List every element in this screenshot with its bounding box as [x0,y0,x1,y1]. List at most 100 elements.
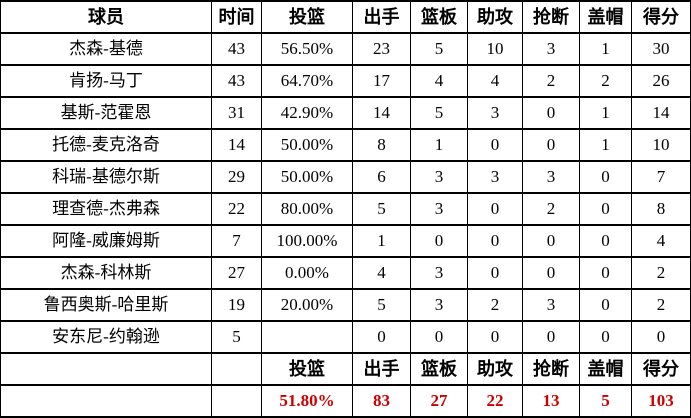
fg-pct-cell: 56.50% [261,32,353,66]
rebounds-cell: 5 [410,32,468,66]
player-name-cell: 科瑞-基德尔斯 [0,160,212,194]
minutes-cell: 5 [211,320,262,354]
blocks-cell: 0 [579,320,632,354]
fga-cell: 4 [352,256,411,290]
minutes-cell: 43 [211,32,262,66]
fg-pct-cell: 50.00% [261,160,353,194]
player-name-cell: 安东尼-约翰逊 [0,320,212,354]
steals-cell: 2 [522,192,580,226]
points-cell: 7 [631,160,691,194]
minutes-cell: 14 [211,128,262,162]
header-steals: 抢断 [522,0,580,34]
assists-cell: 2 [467,288,523,322]
rebounds-cell: 4 [410,64,468,98]
header-fga: 出手 [352,0,411,34]
totals-header-rebounds: 篮板 [410,352,468,386]
table-row: 阿隆-威廉姆斯 7 100.00% 1 0 0 0 0 4 [0,224,691,258]
fga-cell: 14 [352,96,411,130]
rebounds-cell: 0 [410,224,468,258]
table-row: 安东尼-约翰逊 5 0 0 0 0 0 0 [0,320,691,354]
assists-cell: 4 [467,64,523,98]
empty-cell [211,384,262,418]
totals-header-blocks: 盖帽 [579,352,632,386]
minutes-cell: 31 [211,96,262,130]
header-row: 球员 时间 投篮 出手 篮板 助攻 抢断 盖帽 得分 [0,0,691,34]
totals-header-row: 投篮 出手 篮板 助攻 抢断 盖帽 得分 [0,352,691,386]
minutes-cell: 27 [211,256,262,290]
assists-cell: 3 [467,160,523,194]
header-minutes: 时间 [211,0,262,34]
points-cell: 14 [631,96,691,130]
blocks-cell: 0 [579,192,632,226]
assists-cell: 0 [467,128,523,162]
minutes-cell: 29 [211,160,262,194]
rebounds-cell: 3 [410,192,468,226]
rebounds-cell: 1 [410,128,468,162]
header-fg-pct: 投篮 [261,0,353,34]
fg-pct-cell: 100.00% [261,224,353,258]
assists-cell: 10 [467,32,523,66]
points-cell: 2 [631,288,691,322]
player-name-cell: 托德-麦克洛奇 [0,128,212,162]
fga-cell: 8 [352,128,411,162]
player-name-cell: 杰森-科林斯 [0,256,212,290]
steals-cell: 3 [522,288,580,322]
assists-cell: 3 [467,96,523,130]
total-blocks: 5 [579,384,632,418]
table-row: 理查德-杰弗森 22 80.00% 5 3 0 2 0 8 [0,192,691,226]
minutes-cell: 22 [211,192,262,226]
fg-pct-cell: 0.00% [261,256,353,290]
points-cell: 4 [631,224,691,258]
points-cell: 0 [631,320,691,354]
player-name-cell: 基斯-范霍恩 [0,96,212,130]
fg-pct-cell: 64.70% [261,64,353,98]
points-cell: 30 [631,32,691,66]
total-rebounds: 27 [410,384,468,418]
assists-cell: 0 [467,224,523,258]
fga-cell: 23 [352,32,411,66]
fg-pct-cell [261,320,353,354]
empty-cell [0,352,212,386]
player-name-cell: 鲁西奥斯-哈里斯 [0,288,212,322]
table-row: 杰森-基德 43 56.50% 23 5 10 3 1 30 [0,32,691,66]
header-blocks: 盖帽 [579,0,632,34]
assists-cell: 0 [467,320,523,354]
blocks-cell: 1 [579,32,632,66]
assists-cell: 0 [467,256,523,290]
steals-cell: 3 [522,32,580,66]
total-assists: 22 [467,384,523,418]
totals-header-assists: 助攻 [467,352,523,386]
player-name-cell: 理查德-杰弗森 [0,192,212,226]
steals-cell: 3 [522,160,580,194]
steals-cell: 0 [522,256,580,290]
totals-header-steals: 抢断 [522,352,580,386]
fga-cell: 5 [352,192,411,226]
blocks-cell: 2 [579,64,632,98]
table-row: 科瑞-基德尔斯 29 50.00% 6 3 3 3 0 7 [0,160,691,194]
total-fg-pct: 51.80% [261,384,353,418]
steals-cell: 0 [522,224,580,258]
rebounds-cell: 0 [410,320,468,354]
minutes-cell: 19 [211,288,262,322]
fga-cell: 17 [352,64,411,98]
points-cell: 10 [631,128,691,162]
empty-cell [211,352,262,386]
fg-pct-cell: 42.90% [261,96,353,130]
totals-header-fg-pct: 投篮 [261,352,353,386]
table-row: 基斯-范霍恩 31 42.90% 14 5 3 0 1 14 [0,96,691,130]
table-row: 托德-麦克洛奇 14 50.00% 8 1 0 0 1 10 [0,128,691,162]
empty-cell [0,384,212,418]
blocks-cell: 0 [579,160,632,194]
table-row: 肯扬-马丁 43 64.70% 17 4 4 2 2 26 [0,64,691,98]
blocks-cell: 0 [579,288,632,322]
header-points: 得分 [631,0,691,34]
steals-cell: 2 [522,64,580,98]
totals-header-points: 得分 [631,352,691,386]
fg-pct-cell: 80.00% [261,192,353,226]
assists-cell: 0 [467,192,523,226]
total-fga: 83 [352,384,411,418]
player-name-cell: 阿隆-威廉姆斯 [0,224,212,258]
blocks-cell: 0 [579,256,632,290]
blocks-cell: 0 [579,224,632,258]
